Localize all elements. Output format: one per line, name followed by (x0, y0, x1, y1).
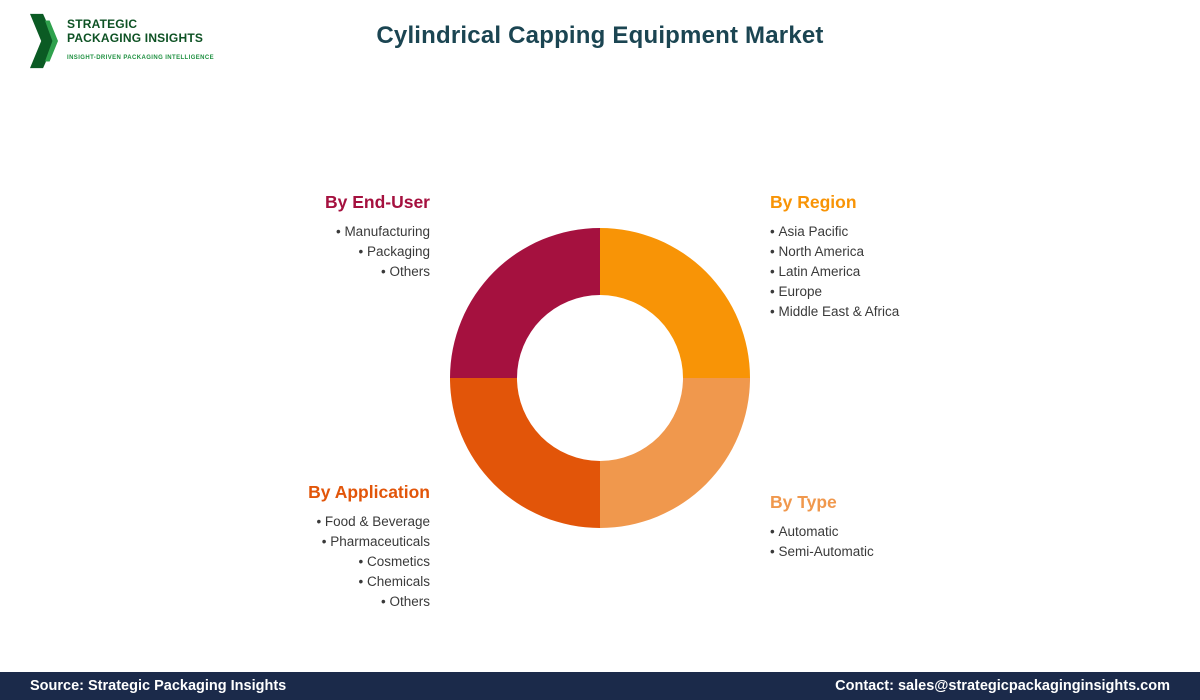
segment-item: Semi-Automatic (770, 542, 1030, 562)
segment-application-heading: By Application (308, 482, 430, 502)
segment-item: Manufacturing (170, 222, 430, 242)
segment-item: Cosmetics (170, 552, 430, 572)
segment-item: North America (770, 242, 1030, 262)
segment-block-end-user: By End-User Manufacturing Packaging Othe… (170, 192, 430, 282)
brand-tagline: INSIGHT-DRIVEN PACKAGING INTELLIGENCE (67, 55, 215, 61)
segment-item: Asia Pacific (770, 222, 1030, 242)
brand-logo: STRATEGIC PACKAGING INSIGHTS INSIGHT-DRI… (30, 12, 214, 70)
donut-segment-end-user (450, 228, 600, 378)
segment-item: Others (170, 592, 430, 612)
donut-segment-region (600, 228, 750, 378)
donut-segment-application (450, 378, 600, 528)
segment-type-heading: By Type (770, 492, 837, 512)
donut-chart (450, 228, 750, 528)
segment-item: Europe (770, 282, 1030, 302)
brand-name: STRATEGIC PACKAGING INSIGHTS (67, 17, 214, 45)
segment-block-type: By Type Automatic Semi-Automatic (770, 492, 1030, 562)
brand-name-line1: STRATEGIC (67, 17, 138, 31)
segment-block-region: By Region Asia Pacific North America Lat… (770, 192, 1030, 322)
segment-region-heading: By Region (770, 192, 857, 212)
segment-item: Chemicals (170, 572, 430, 592)
footer-bar: Source: Strategic Packaging Insights Con… (0, 672, 1200, 700)
segment-item: Middle East & Africa (770, 302, 1030, 322)
footer-contact: Contact: sales@strategicpackaginginsight… (835, 678, 1170, 694)
segment-item: Latin America (770, 262, 1030, 282)
brand-logo-icon (30, 13, 58, 69)
segment-item: Food & Beverage (170, 512, 430, 532)
segment-item: Pharmaceuticals (170, 532, 430, 552)
segment-item: Others (170, 262, 430, 282)
page-title: Cylindrical Capping Equipment Market (376, 22, 824, 49)
brand-name-line2: PACKAGING INSIGHTS (67, 31, 204, 45)
footer-source: Source: Strategic Packaging Insights (30, 678, 287, 694)
segment-item: Packaging (170, 242, 430, 262)
segment-item: Automatic (770, 522, 1030, 542)
segment-end-user-heading: By End-User (324, 192, 430, 212)
donut-segment-type (600, 378, 750, 528)
segment-block-application: By Application Food & Beverage Pharmaceu… (170, 482, 430, 612)
brand-text: STRATEGIC PACKAGING INSIGHTS INSIGHT-DRI… (67, 12, 214, 70)
